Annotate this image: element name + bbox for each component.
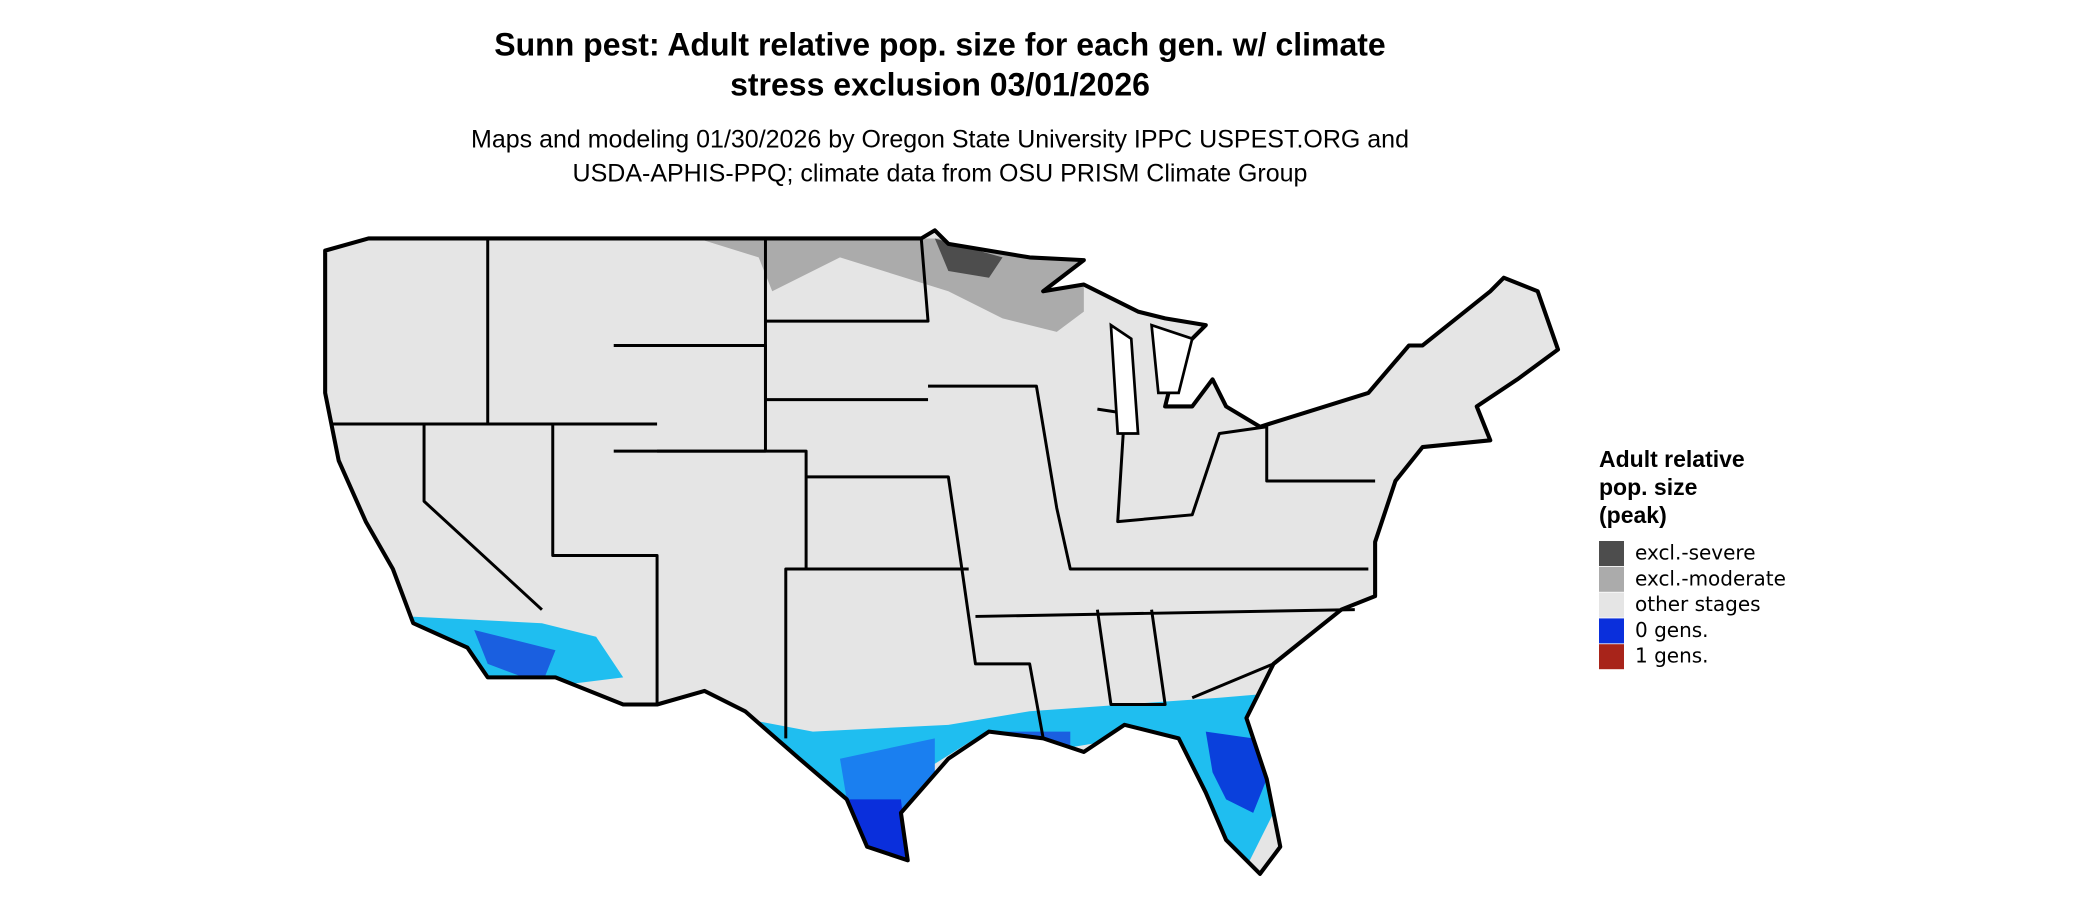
- title: stress exclusion 03/01/2026: [730, 66, 1150, 102]
- lakes: [1109, 322, 1194, 435]
- legend-swatch: [1599, 541, 1624, 566]
- legend-title: pop. size: [1599, 474, 1697, 500]
- legend-label: excl.-severe: [1635, 541, 1756, 565]
- legend-swatch: [1599, 644, 1624, 670]
- legend-swatch: [1599, 592, 1624, 618]
- legend-title: Adult relative: [1599, 446, 1745, 472]
- legend-label: 0 gens.: [1635, 618, 1709, 642]
- legend-label: 1 gens.: [1635, 644, 1709, 668]
- subtitle: USDA-APHIS-PPQ; climate data from OSU PR…: [573, 160, 1308, 188]
- legend-swatch: [1599, 618, 1624, 644]
- subtitle: Maps and modeling 01/30/2026 by Oregon S…: [471, 126, 1409, 154]
- land: [325, 230, 1559, 874]
- legend-label: excl.-moderate: [1635, 566, 1786, 590]
- legend-label: other stages: [1635, 592, 1761, 616]
- map: [323, 228, 1561, 876]
- legend-title: (peak): [1599, 502, 1667, 528]
- title: Sunn pest: Adult relative pop. size for …: [494, 26, 1385, 62]
- legend-swatch: [1599, 566, 1624, 592]
